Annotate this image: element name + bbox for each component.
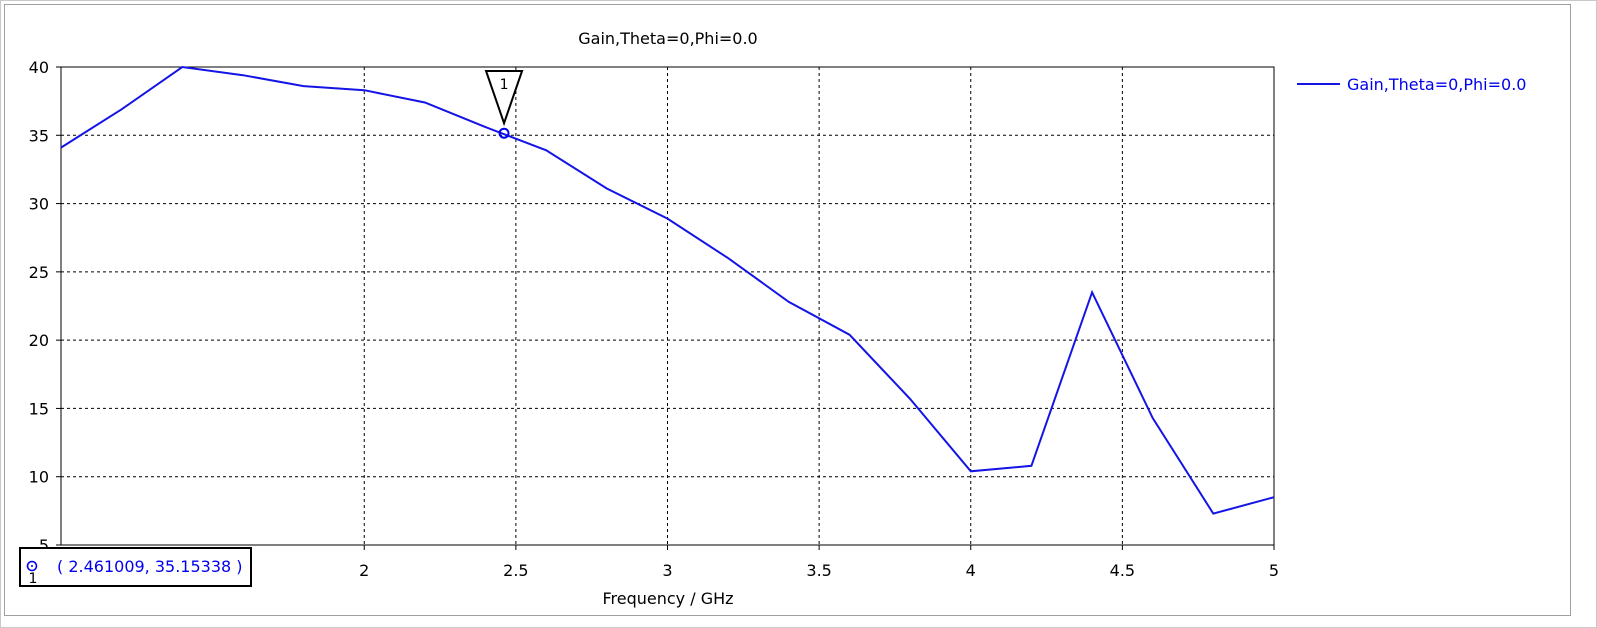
legend-label: Gain,Theta=0,Phi=0.0	[1347, 75, 1526, 94]
y-tick-label: 25	[29, 263, 49, 282]
x-tick-label: 4	[966, 561, 976, 580]
x-axis-label: Frequency / GHz	[602, 589, 733, 608]
readout-marker-label: 1	[29, 571, 38, 587]
marker-flag	[484, 70, 524, 127]
y-tick-label: 40	[29, 58, 49, 77]
y-tick-label: 20	[29, 331, 49, 350]
readout-marker-icon	[26, 560, 38, 572]
chart-title: Gain,Theta=0,Phi=0.0	[578, 29, 757, 48]
y-tick-label: 30	[29, 195, 49, 214]
plot-panel	[4, 4, 1571, 616]
marker-flag-label: 1	[500, 77, 509, 93]
plot-area	[60, 66, 1275, 546]
readout-value: ( 2.461009, 35.15338 )	[57, 557, 243, 576]
y-tick-label: 15	[29, 399, 49, 418]
marker-readout[interactable]: 1 ( 2.461009, 35.15338 )	[19, 547, 252, 587]
y-tick-label: 10	[29, 468, 49, 487]
x-tick-labels: 2 2.5 3 3.5 4 4.5 5	[359, 561, 1279, 580]
readout-box	[19, 547, 252, 587]
x-tick-label: 5	[1269, 561, 1279, 580]
x-tick-label: 2.5	[503, 561, 528, 580]
y-tick-label: 5	[39, 536, 49, 555]
series-line-gain	[60, 65, 1275, 515]
readout-marker-dot	[31, 565, 33, 567]
y-tick-labels: 40 35 30 25 20 15 10 5	[29, 58, 49, 555]
legend: Gain,Theta=0,Phi=0.0	[1297, 75, 1526, 94]
x-tick-label: 2	[359, 561, 369, 580]
x-tick-label: 4.5	[1110, 561, 1135, 580]
y-tick-label: 35	[29, 126, 49, 145]
axis-ticks	[56, 66, 1275, 550]
x-tick-label: 3	[662, 561, 672, 580]
marker-point	[498, 127, 510, 139]
marker-1[interactable]: 1	[484, 70, 524, 139]
grid-lines	[61, 67, 1274, 545]
x-tick-label: 3.5	[806, 561, 831, 580]
